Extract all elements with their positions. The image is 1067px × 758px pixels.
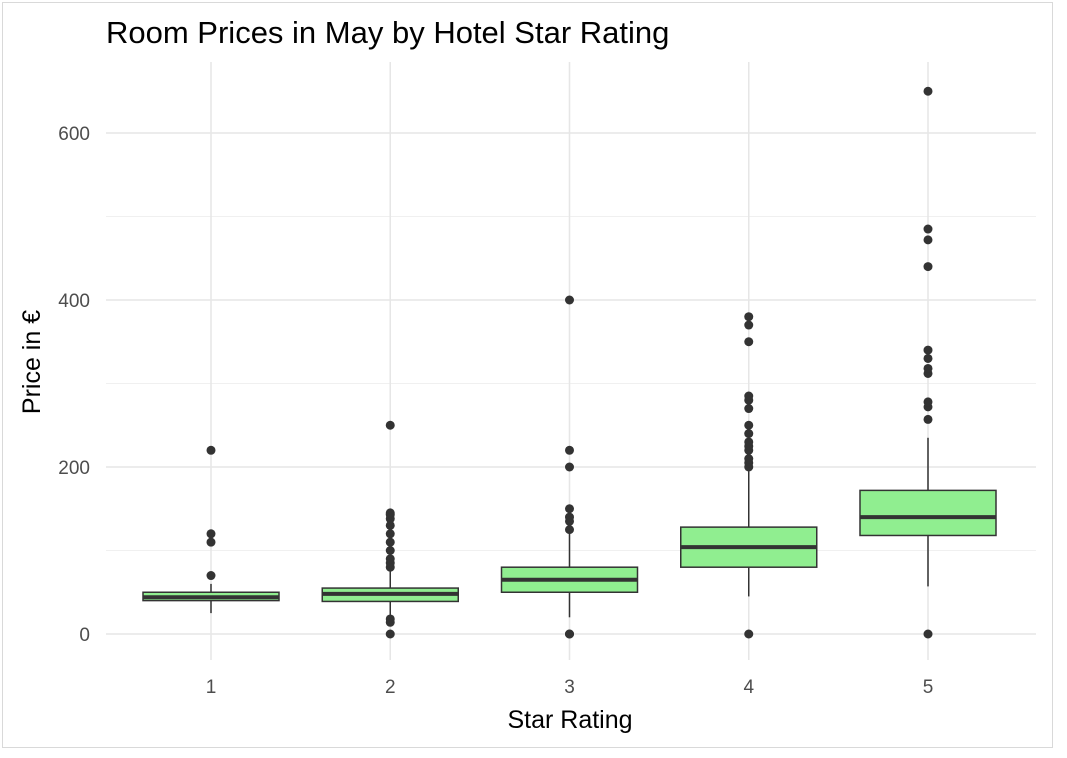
outlier-point xyxy=(385,554,395,564)
y-tick-label: 600 xyxy=(58,124,90,145)
y-tick-labels: 0 200 400 600 xyxy=(58,124,90,646)
outlier-point xyxy=(385,529,395,539)
outlier-point xyxy=(923,86,933,96)
outlier-point xyxy=(923,224,933,234)
grid-lines xyxy=(106,62,1036,660)
outlier-point xyxy=(565,462,574,472)
x-tick-label: 3 xyxy=(564,677,575,698)
outlier-point xyxy=(206,445,216,455)
box-group-5 xyxy=(859,86,997,639)
outlier-point xyxy=(744,404,754,414)
box-group-2 xyxy=(321,420,459,639)
y-tick-label: 400 xyxy=(58,291,90,312)
outlier-point xyxy=(744,420,754,430)
outlier-point xyxy=(923,345,933,355)
outlier-point xyxy=(565,629,574,639)
y-tick-label: 0 xyxy=(79,625,90,646)
outlier-point xyxy=(385,629,395,639)
outlier-point xyxy=(744,629,754,639)
x-tick-label: 2 xyxy=(385,677,396,698)
outlier-point xyxy=(206,537,216,547)
x-tick-label: 5 xyxy=(923,677,934,698)
outlier-point xyxy=(923,397,933,407)
outlier-point xyxy=(565,504,574,514)
box-group-4 xyxy=(680,312,818,639)
outlier-point xyxy=(385,546,395,555)
outlier-point xyxy=(565,445,574,455)
x-tick-labels: 1 2 3 4 5 xyxy=(206,677,934,698)
outlier-point xyxy=(206,529,216,539)
outlier-point xyxy=(385,520,395,530)
outlier-point xyxy=(744,437,754,447)
outlier-point xyxy=(744,312,754,322)
outlier-point xyxy=(923,629,933,639)
outlier-point xyxy=(744,454,754,464)
outlier-point xyxy=(923,414,933,424)
chart-frame xyxy=(2,2,1053,748)
outlier-point xyxy=(206,571,216,581)
outlier-point xyxy=(385,537,395,547)
box xyxy=(859,489,997,537)
outlier-point xyxy=(565,295,574,305)
box-group-1 xyxy=(142,445,280,614)
outlier-point xyxy=(385,508,395,518)
outlier-point xyxy=(565,525,574,535)
y-axis-label: Price in € xyxy=(18,310,46,414)
outlier-point xyxy=(744,391,754,401)
x-tick-label: 1 xyxy=(206,677,217,698)
outlier-point xyxy=(923,353,933,363)
chart-title: Room Prices in May by Hotel Star Rating xyxy=(106,15,669,50)
outlier-point xyxy=(744,337,754,347)
outlier-point xyxy=(744,320,754,330)
box-series xyxy=(142,86,997,639)
outlier-point xyxy=(923,262,933,272)
outlier-point xyxy=(385,420,395,430)
y-tick-label: 200 xyxy=(58,458,90,479)
outlier-point xyxy=(744,429,754,439)
outlier-point xyxy=(923,235,933,245)
outlier-point xyxy=(565,512,574,522)
x-axis-label: Star Rating xyxy=(507,706,632,734)
outlier-point xyxy=(385,614,395,624)
box-group-3 xyxy=(500,295,639,639)
x-tick-label: 4 xyxy=(743,677,754,698)
outlier-point xyxy=(923,363,933,373)
